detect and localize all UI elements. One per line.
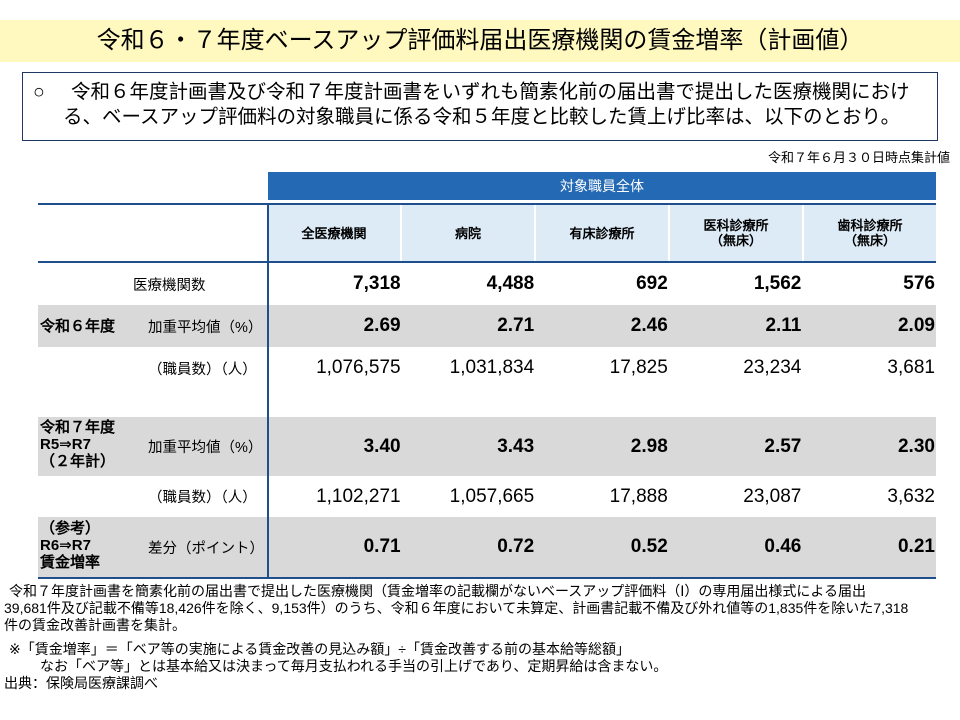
column-header-label: 医科診療所 (703, 218, 769, 233)
cell-hospitals: 4,488 (486, 273, 535, 294)
row-reference-difference: （参考） R6⇒R7 賃金増率 差分（ポイント） 0.71 0.72 0.52 … (38, 517, 936, 577)
summary-bullet: ○ (33, 81, 45, 103)
row-group-line: R6⇒R7 (40, 537, 91, 554)
row-r7-staff-count: （職員数）（人） 1,102,271 1,057,665 17,888 23,0… (38, 476, 936, 517)
cell-medical-clinics: 1,562 (753, 273, 802, 294)
column-header-hospitals: 病院 (402, 205, 534, 261)
column-header-label: 全医療機関 (301, 225, 367, 241)
row-values: 0.71 0.72 0.52 0.46 0.21 (268, 517, 936, 577)
column-header-sublabel: （無床） (843, 233, 896, 248)
row-values: 2.69 2.71 2.46 2.11 2.09 (268, 305, 936, 347)
cell-dental-clinics: 0.21 (897, 536, 935, 557)
row-r6-staff-count: （職員数）（人） 1,076,575 1,031,834 17,825 23,2… (38, 347, 936, 417)
cell-hospitals: 1,057,665 (449, 485, 535, 507)
table-column-divider (267, 203, 269, 579)
row-item-label: 医療機関数 (133, 277, 206, 294)
cell-all-facilities: 1,102,271 (316, 485, 401, 507)
cell-hospitals: 0.72 (497, 536, 535, 557)
column-header-inpatient-clinics: 有床診療所 (536, 205, 668, 261)
cell-all-facilities: 2.69 (363, 315, 401, 336)
row-item-label: （職員数）（人） (148, 361, 257, 378)
column-header-row: 全医療機関 病院 有床診療所 医科診療所 （無床） 歯科診療所 （無床） (268, 205, 936, 261)
footnote-line: 件の賃金改善計画書を集計。 (4, 617, 186, 633)
cell-dental-clinics: 3,632 (887, 485, 935, 507)
row-group-label: 令和７年度 R5⇒R7 （２年計） (40, 417, 115, 471)
row-r7-weighted-average: 令和７年度 R5⇒R7 （２年計） 加重平均値（%） 3.40 3.43 2.9… (38, 417, 936, 476)
cell-inpatient-clinics: 0.52 (630, 536, 668, 557)
cell-inpatient-clinics: 17,888 (609, 485, 668, 507)
cell-dental-clinics: 2.30 (897, 435, 935, 457)
column-header-dental-clinics: 歯科診療所 （無床） (804, 205, 936, 261)
title-band: 令和６・７年度ベースアップ評価料届出医療機関の賃金増率（計画値） (0, 20, 960, 62)
row-values: 1,076,575 1,031,834 17,825 23,234 3,681 (268, 347, 936, 389)
row-group-line: R5⇒R7 (40, 435, 91, 453)
cell-inpatient-clinics: 692 (636, 273, 668, 294)
row-values: 1,102,271 1,057,665 17,888 23,087 3,632 (268, 476, 936, 517)
table-top-rule (38, 203, 936, 205)
cell-dental-clinics: 576 (903, 273, 935, 294)
page-title: 令和６・７年度ベースアップ評価料届出医療機関の賃金増率（計画値） (96, 27, 864, 54)
cell-medical-clinics: 23,087 (743, 485, 802, 507)
row-values: 3.40 3.43 2.98 2.57 2.30 (268, 417, 936, 476)
definition-detail-note: なお「ベア等」とは基本給又は決まって毎月支払われる手当の引上げであり、定期昇給は… (40, 658, 668, 674)
cell-all-facilities: 3.40 (363, 435, 401, 457)
cell-hospitals: 3.43 (497, 435, 535, 457)
column-header-sublabel: （無床） (709, 233, 762, 248)
row-values: 7,318 4,488 692 1,562 576 (268, 263, 936, 305)
source-note: 出典：保険局医療課調べ (4, 675, 158, 691)
row-group-label: 令和６年度 (40, 305, 115, 347)
cell-medical-clinics: 2.57 (764, 435, 802, 457)
summary-line-1: 令和６年度計画書及び令和７年度計画書をいずれも簡素化前の届出書で提出した医療機関… (71, 81, 910, 103)
row-r6-weighted-average: 令和６年度 加重平均値（%） 2.69 2.71 2.46 2.11 2.09 (38, 305, 936, 347)
cell-dental-clinics: 3,681 (887, 357, 935, 378)
cell-inpatient-clinics: 2.46 (630, 315, 668, 336)
cell-all-facilities: 1,076,575 (316, 357, 401, 378)
summary-line-2: る、ベースアップ評価料の対象職員に係る令和５年度と比較した賃上げ比率は、以下のと… (63, 106, 901, 128)
row-group-line: 賃金増率 (40, 554, 101, 571)
row-group-line: （参考） (40, 520, 101, 537)
as-of-note: 令和７年６月３０日時点集計値 (767, 150, 950, 165)
cell-hospitals: 1,031,834 (449, 357, 535, 378)
row-item-label: 加重平均値（%） (148, 440, 263, 456)
cell-inpatient-clinics: 17,825 (609, 357, 668, 378)
row-group-line: （２年計） (40, 452, 116, 470)
cell-all-facilities: 0.71 (363, 536, 401, 557)
row-item-label: 差分（ポイント） (148, 540, 264, 557)
row-facility-count: 医療機関数 7,318 4,488 692 1,562 576 (38, 263, 936, 305)
row-group-line: 令和６年度 (40, 317, 116, 335)
cell-all-facilities: 7,318 (353, 273, 401, 294)
footnote-line: 39,681件及び記載不備等18,426件を除く、9,153件）のうち、令和６年… (4, 600, 909, 616)
column-header-all-facilities: 全医療機関 (268, 205, 400, 261)
column-header-label: 病院 (454, 225, 481, 241)
column-header-medical-clinics: 医科診療所 （無床） (670, 205, 802, 261)
cell-medical-clinics: 0.46 (764, 536, 802, 557)
data-table: 対象職員全体 全医療機関 病院 有床診療所 医科診療所 （無床） 歯科診療所 （… (38, 172, 936, 581)
table-bottom-rule (38, 577, 936, 579)
cell-medical-clinics: 2.11 (765, 315, 802, 336)
row-group-line: 令和７年度 (40, 418, 116, 436)
cell-dental-clinics: 2.09 (897, 315, 935, 336)
row-item-label: 加重平均値（%） (148, 319, 263, 336)
row-item-label: （職員数）（人） (148, 490, 257, 506)
cell-medical-clinics: 23,234 (743, 357, 802, 378)
cell-inpatient-clinics: 2.98 (630, 435, 668, 457)
cell-hospitals: 2.71 (497, 315, 535, 336)
footnote-line: 令和７年度計画書を簡素化前の届出書で提出した医療機関（賃金増率の記載欄がないベー… (9, 583, 867, 599)
table-header-rule (38, 261, 936, 263)
definition-note: ※「賃金増率」＝「ベア等の実施による賃金改善の見込み額」÷「賃金改善する前の基本… (9, 641, 630, 657)
row-group-label: （参考） R6⇒R7 賃金増率 (40, 517, 100, 574)
table-group-header: 対象職員全体 (268, 172, 936, 200)
summary-box: ○ 令和６年度計画書及び令和７年度計画書をいずれも簡素化前の届出書で提出した医療… (22, 72, 938, 141)
column-header-label: 歯科診療所 (837, 218, 903, 233)
column-header-label: 有床診療所 (569, 225, 635, 241)
